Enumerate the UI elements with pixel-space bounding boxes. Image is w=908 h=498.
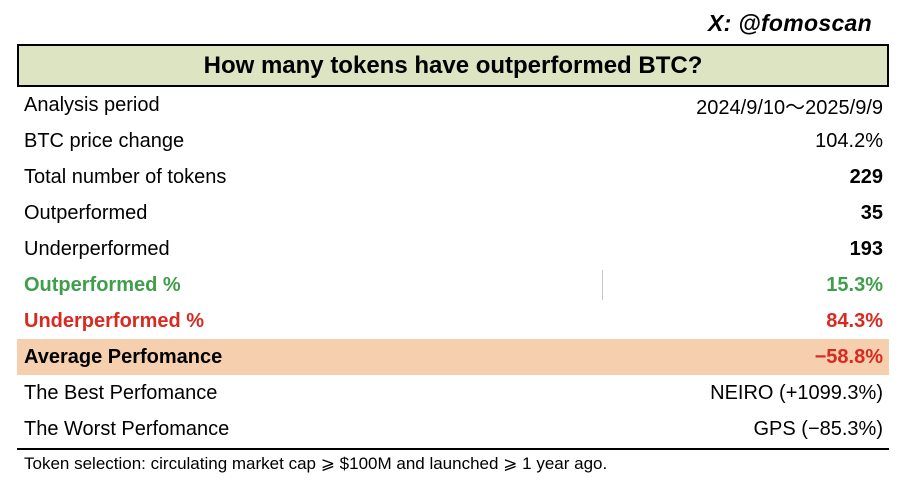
row-average-performance: Average Perfomance −58.8% (17, 339, 889, 375)
row-value: 84.3% (826, 309, 883, 332)
row-worst-performance: The Worst Perfomance GPS (−85.3%) (17, 411, 889, 447)
row-underperformed-percent: Underperformed % 84.3% (17, 303, 889, 339)
row-value: 15.3% (826, 273, 883, 296)
row-value: 104.2% (815, 129, 883, 152)
row-analysis-period: Analysis period 2024/9/10～2025/9/9 (17, 87, 889, 123)
row-value: −58.8% (814, 345, 883, 368)
row-btc-price-change: BTC price change 104.2% (17, 123, 889, 159)
row-label: Average Perfomance (24, 345, 223, 368)
row-label: The Worst Perfomance (24, 417, 230, 440)
bottom-rule (17, 448, 889, 450)
row-value: 2024/9/10～2025/9/9 (696, 96, 883, 119)
row-best-performance: The Best Perfomance NEIRO (+1099.3%) (17, 375, 889, 411)
row-value: 35 (860, 201, 883, 224)
row-label: Analysis period (24, 93, 160, 116)
row-total-tokens: Total number of tokens 229 (17, 159, 889, 195)
table-title: How many tokens have outperformed BTC? (17, 44, 889, 87)
row-label: The Best Perfomance (24, 381, 218, 404)
row-value: 193 (849, 237, 883, 260)
row-value: 229 (849, 165, 883, 188)
row-label: Underperformed (24, 237, 170, 260)
row-label: Total number of tokens (24, 165, 227, 188)
row-label: Outperformed % (24, 273, 181, 296)
row-value: GPS (−85.3%) (753, 417, 883, 440)
row-outperformed: Outperformed 35 (17, 195, 889, 231)
row-label: Outperformed (24, 201, 148, 224)
column-divider (602, 270, 603, 300)
footnote: Token selection: circulating market cap … (24, 454, 608, 473)
row-underperformed: Underperformed 193 (17, 231, 889, 267)
row-outperformed-percent: Outperformed % 15.3% (17, 267, 889, 303)
row-label: Underperformed % (24, 309, 205, 332)
row-value: NEIRO (+1099.3%) (710, 381, 883, 404)
watermark-handle: X: @fomoscan (707, 10, 872, 36)
row-label: BTC price change (24, 129, 185, 152)
stats-table: How many tokens have outperformed BTC? A… (17, 44, 889, 474)
